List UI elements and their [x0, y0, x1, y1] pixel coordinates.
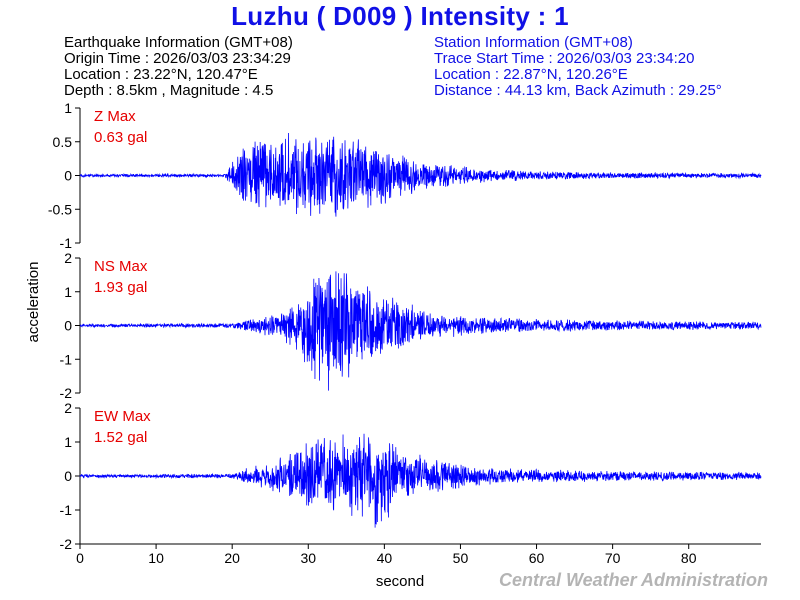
station-info-heading: Station Information (GMT+08)	[434, 34, 633, 51]
x-tick-label: 60	[529, 550, 545, 566]
y-tick-label: -1	[60, 502, 73, 518]
station-info: Station Information (GMT+08) Trace Start…	[434, 35, 722, 99]
max-value-ns: 1.93 gal	[94, 279, 147, 296]
station-location: Location : 22.87°N, 120.26°E	[434, 66, 628, 83]
origin-time: Origin Time : 2026/03/03 23:34:29	[64, 50, 291, 67]
page-title: Luzhu ( D009 ) Intensity : 1	[231, 1, 569, 31]
agency-credit: Central Weather Administration	[498, 570, 768, 590]
earthquake-info-heading: Earthquake Information (GMT+08)	[64, 34, 293, 51]
y-axis-title: acceleration	[25, 262, 42, 343]
y-tick-label: 1	[64, 434, 72, 450]
waveform-ew	[79, 433, 762, 528]
y-tick-label: 2	[64, 250, 72, 266]
distance-azimuth: Distance : 44.13 km, Back Azimuth : 29.2…	[434, 82, 722, 99]
y-tick-label: 0.5	[53, 134, 73, 150]
waveform-ns	[79, 271, 762, 391]
y-tick-label: -1	[60, 351, 73, 367]
y-tick-label: 1	[64, 100, 72, 116]
x-tick-label: 40	[377, 550, 393, 566]
y-tick-label: -1	[60, 235, 73, 251]
depth-magnitude: Depth : 8.5km , Magnitude : 4.5	[64, 82, 274, 99]
x-tick-label: 20	[224, 550, 240, 566]
y-tick-label: 0	[64, 168, 72, 184]
max-label-ew: EW Max	[94, 408, 151, 425]
waveform-z	[79, 132, 762, 217]
x-tick-label: 0	[76, 550, 84, 566]
x-tick-label: 80	[681, 550, 697, 566]
x-tick-label: 30	[300, 550, 316, 566]
y-tick-label: -2	[60, 536, 73, 552]
y-tick-label: 1	[64, 284, 72, 300]
y-tick-label: 0	[64, 318, 72, 334]
y-tick-label: 0	[64, 468, 72, 484]
max-label-z: Z Max	[94, 108, 136, 125]
x-axis-title: second	[376, 573, 424, 590]
max-value-z: 0.63 gal	[94, 129, 147, 146]
x-tick-label: 70	[605, 550, 621, 566]
y-tick-label: -0.5	[48, 201, 72, 217]
x-tick-label: 50	[453, 550, 469, 566]
earthquake-info: Earthquake Information (GMT+08) Origin T…	[64, 35, 293, 99]
y-tick-label: 2	[64, 400, 72, 416]
y-tick-label: -2	[60, 385, 73, 401]
x-tick-label: 10	[148, 550, 164, 566]
epicenter-location: Location : 23.22°N, 120.47°E	[64, 66, 258, 83]
trace-start-time: Trace Start Time : 2026/03/03 23:34:20	[434, 50, 695, 67]
max-label-ns: NS Max	[94, 258, 148, 275]
max-value-ew: 1.52 gal	[94, 429, 147, 446]
